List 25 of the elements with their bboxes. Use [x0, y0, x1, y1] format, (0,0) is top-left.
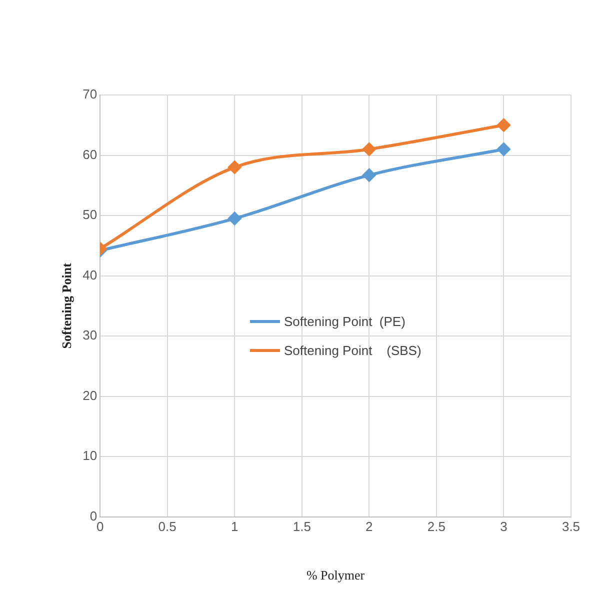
y-tick-label: 20	[82, 388, 98, 403]
y-tick-label: 70	[82, 86, 98, 102]
point	[497, 142, 510, 156]
x-tick-label: 3.5	[562, 519, 580, 534]
y-tick-label: 10	[82, 448, 98, 464]
y-tick-label: 0	[90, 508, 98, 524]
y-axis-title: Softening Point	[59, 262, 74, 349]
x-tick-label: 0.5	[158, 519, 176, 534]
legend-label: Softening Point (SBS)	[284, 342, 422, 358]
x-tick-label: 2.5	[427, 519, 446, 534]
x-tick-label: 3	[500, 519, 508, 534]
y-tick-label: 50	[82, 207, 98, 222]
point	[362, 168, 376, 182]
legend-label: Softening Point (PE)	[284, 314, 406, 329]
x-tick-label: 1.5	[292, 519, 311, 534]
y-tick-label: 40	[82, 267, 98, 282]
point	[497, 118, 510, 132]
x-tick-label: 1	[230, 519, 238, 534]
point	[228, 212, 242, 226]
point	[228, 160, 242, 174]
y-tick-label: 60	[82, 146, 98, 162]
x-tick-label: 2	[366, 519, 373, 534]
y-tick-label: 30	[82, 328, 98, 343]
point	[362, 142, 376, 156]
x-axis-title: % Polymer	[306, 568, 366, 583]
